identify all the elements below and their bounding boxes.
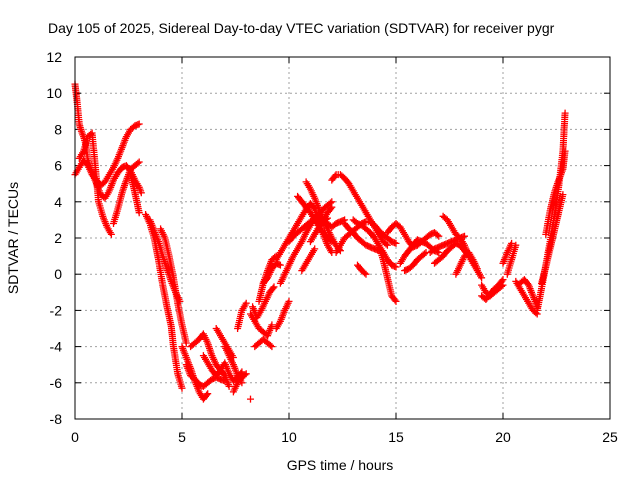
y-tick-label: 2 — [54, 230, 62, 246]
data-series-tr18 — [247, 310, 276, 340]
data-series-tr50 — [516, 276, 541, 311]
data-series-tr48 — [499, 239, 516, 267]
x-tick-label: 25 — [602, 429, 618, 445]
y-tick-label: 12 — [46, 49, 62, 65]
x-tick-label: 15 — [388, 429, 404, 445]
y-tick-label: 8 — [54, 121, 62, 137]
data-series-tr47 — [503, 241, 520, 278]
y-tick-label: -6 — [50, 375, 63, 391]
y-tick-label: 4 — [54, 194, 62, 210]
data-series-tr46 — [478, 276, 507, 303]
data-series-tr10 — [182, 361, 229, 390]
data-series-tr4 — [110, 158, 143, 227]
data-series-tr16 — [234, 299, 250, 332]
data-series-tr36 — [354, 261, 370, 278]
y-tick-label: 10 — [46, 85, 62, 101]
data-series-tr6 — [142, 211, 186, 392]
tick-layer: 0 5 10 15 20 25 -8 -6 -4 -2 0 2 4 6 8 10 12 — [46, 49, 618, 445]
data-series-tr8 — [157, 225, 190, 347]
data-series-tr17 — [247, 395, 254, 403]
data-series-tr52 — [538, 191, 567, 287]
chart-title: Day 105 of 2025, Sidereal Day-to-day VTE… — [48, 20, 555, 36]
data-series-tr9 — [178, 343, 212, 403]
y-axis-label: SDTVAR / TECUs — [5, 182, 21, 294]
data-series-tr20 — [251, 335, 276, 351]
data-series-tr23 — [272, 297, 293, 332]
y-tick-label: 0 — [54, 266, 62, 282]
x-axis-label: GPS time / hours — [287, 457, 394, 473]
y-tick-label: 6 — [54, 158, 62, 174]
data-series-tr44 — [452, 249, 481, 278]
data-series-tr19 — [249, 283, 278, 322]
x-tick-label: 20 — [495, 429, 511, 445]
x-tick-label: 0 — [71, 429, 79, 445]
data-series-tr53 — [542, 147, 569, 238]
x-tick-label: 5 — [178, 429, 186, 445]
data-series-tr13 — [212, 325, 237, 361]
grid-layer — [75, 57, 610, 419]
data-series-tr22 — [259, 259, 284, 287]
data-points — [71, 80, 569, 403]
data-series-tr29 — [298, 245, 319, 275]
y-tick-label: -4 — [50, 339, 63, 355]
data-series-tr5 — [127, 171, 143, 217]
data-series-tr31 — [311, 203, 336, 238]
y-tick-label: -2 — [50, 302, 63, 318]
plot-frame — [74, 56, 611, 420]
data-series-tr15 — [229, 370, 250, 396]
x-tick-label: 10 — [281, 429, 297, 445]
data-series-tr49 — [512, 277, 541, 318]
data-series-tr3 — [75, 129, 115, 238]
data-series-tr40 — [401, 249, 430, 275]
y-tick-label: -8 — [50, 411, 63, 427]
data-series-tr37 — [375, 241, 400, 305]
